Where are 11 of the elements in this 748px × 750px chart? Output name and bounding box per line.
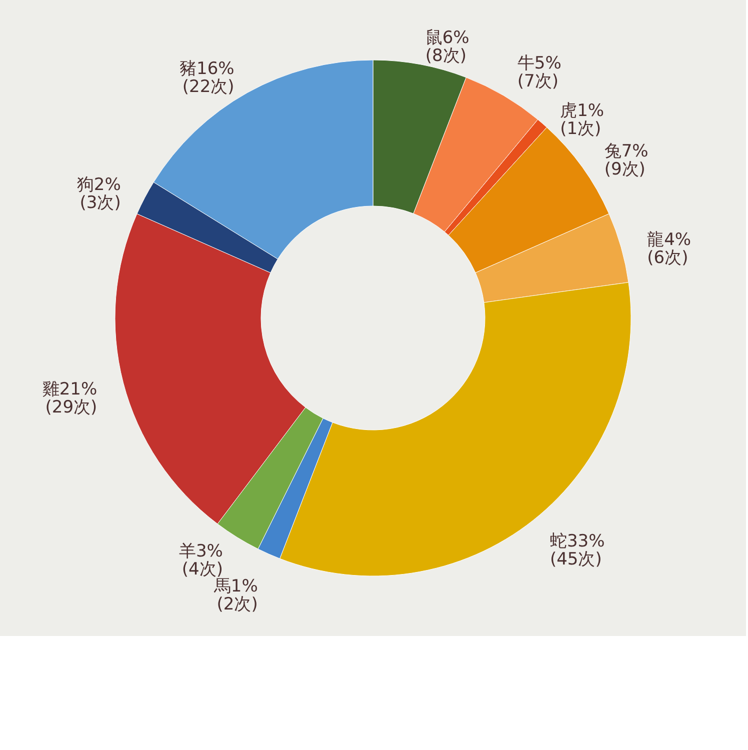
slice-label: 虎1% (1次) xyxy=(560,101,604,140)
slice-label: 狗2% (3次) xyxy=(76,175,121,214)
slice-label: 龍4% (6次) xyxy=(647,230,692,268)
slice-label: 雞21% (29次) xyxy=(42,380,98,418)
slice-label: 兔7% (9次) xyxy=(604,142,648,180)
slice-label: 蛇33% (45次) xyxy=(550,531,605,570)
slice-label: 豬16% (22次) xyxy=(180,59,234,98)
slice-label: 鼠6% (8次) xyxy=(425,28,470,66)
slice-label: 牛5% (7次) xyxy=(517,53,562,92)
slice-label: 馬1% (2次) xyxy=(212,576,258,615)
slice-label: 羊3% (4次) xyxy=(178,541,223,580)
